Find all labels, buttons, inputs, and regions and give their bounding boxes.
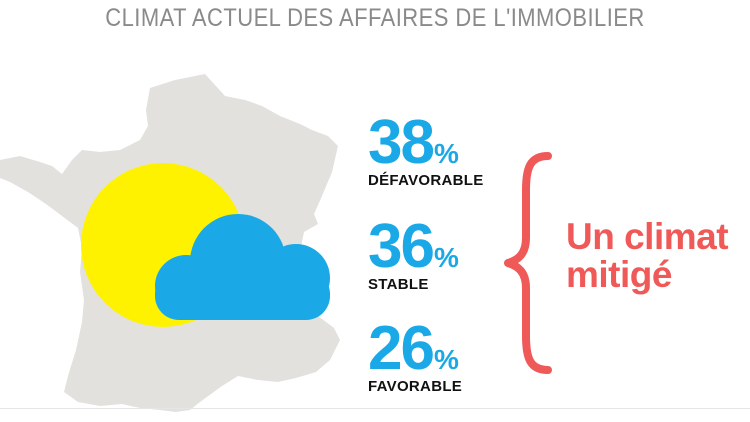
- cloud-icon: [155, 214, 330, 320]
- stat-stable: 36% STABLE: [368, 212, 459, 294]
- conclusion-text: Un climat mitigé: [566, 216, 729, 295]
- divider: [0, 408, 750, 409]
- stat-value: 38: [368, 108, 435, 177]
- conclusion-line-1: Un climat: [566, 216, 729, 257]
- stat-label: STABLE: [368, 276, 429, 293]
- stat-unit: %: [433, 138, 459, 169]
- stat-value: 36: [368, 212, 435, 281]
- conclusion-line-2: mitigé: [566, 254, 672, 295]
- stat-unit: %: [433, 242, 459, 273]
- stat-unit: %: [433, 344, 459, 375]
- stat-favorable: 26% FAVORABLE: [368, 314, 463, 396]
- page-title: CLIMAT ACTUEL DES AFFAIRES DE L'IMMOBILI…: [105, 4, 645, 32]
- stat-value: 26: [368, 314, 435, 383]
- stat-defavorable: 38% DÉFAVORABLE: [368, 108, 484, 190]
- stat-label: DÉFAVORABLE: [368, 172, 484, 189]
- stat-label: FAVORABLE: [368, 378, 463, 395]
- curly-brace-icon: [504, 152, 552, 374]
